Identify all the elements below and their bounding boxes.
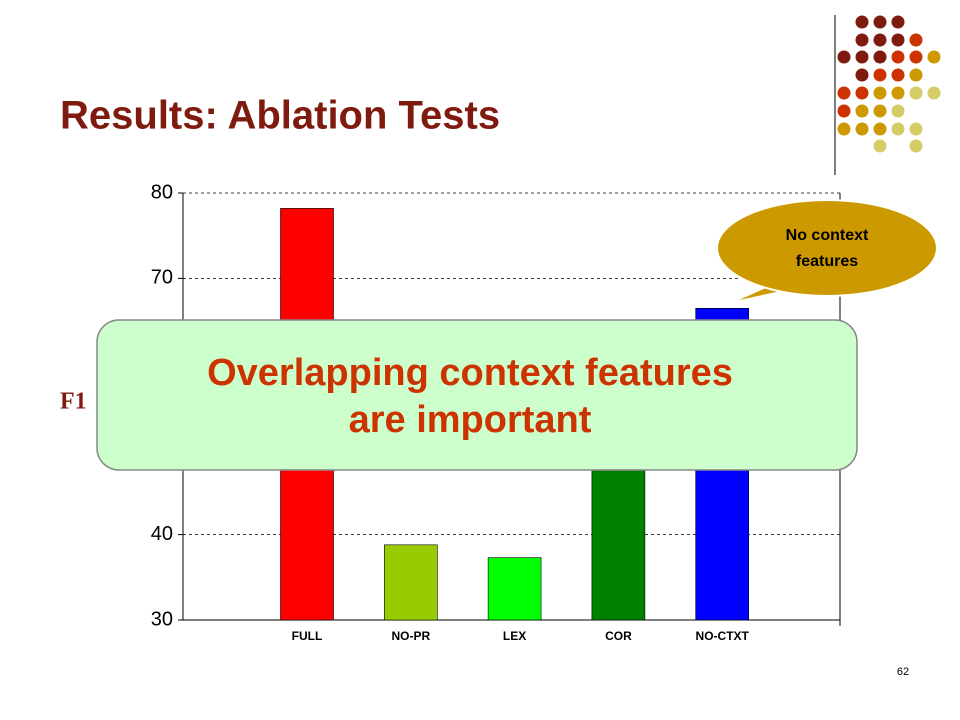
callout-text: No context (786, 227, 869, 244)
y-tick-label: 80 (151, 181, 173, 203)
x-tick-label: NO-PR (391, 629, 430, 643)
callout-bubble (716, 199, 938, 297)
overlay-box (96, 319, 858, 471)
callout-text: features (796, 253, 858, 270)
x-tick-label: FULL (292, 629, 323, 643)
decoration (834, 15, 941, 175)
overlay: Overlapping context features are importa… (96, 319, 858, 471)
bar (487, 557, 542, 621)
y-tick-label: 30 (151, 608, 173, 630)
overlay-text: Overlapping context features (207, 352, 733, 394)
page-number: 62 (897, 666, 909, 678)
bar (383, 544, 438, 621)
callout: No context features (716, 199, 938, 304)
slide-title: Results: Ablation Tests (60, 94, 500, 138)
x-tick-label: NO-CTXT (696, 629, 750, 643)
overlay-text: are important (349, 399, 592, 441)
x-tick-label: LEX (503, 629, 526, 643)
x-tick-label: COR (605, 629, 632, 643)
y-axis-label: F1 (60, 389, 87, 415)
y-tick-label: 40 (151, 523, 173, 545)
y-tick-label: 70 (151, 267, 173, 289)
